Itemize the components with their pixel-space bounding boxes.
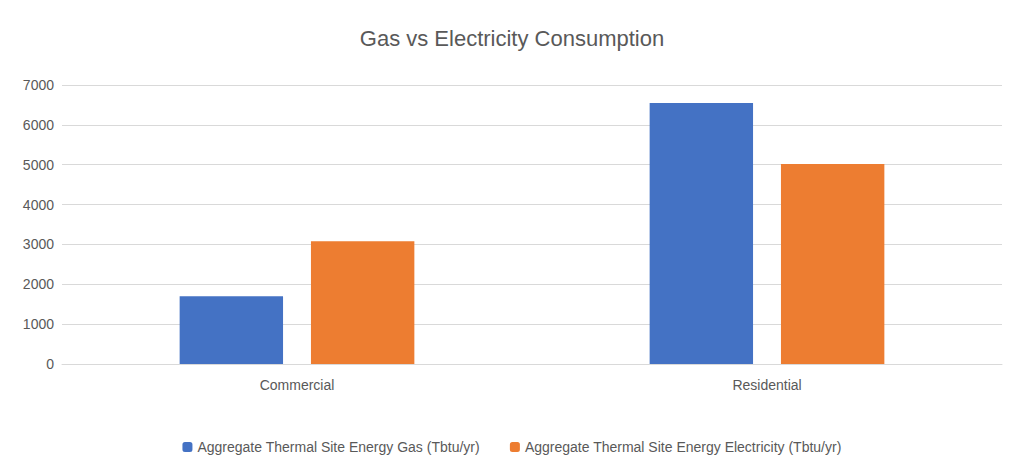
svg-text:5000: 5000 — [23, 157, 54, 173]
svg-text:2000: 2000 — [23, 276, 54, 292]
svg-text:Aggregate Thermal Site Energy: Aggregate Thermal Site Energy Gas (Tbtu/… — [197, 439, 479, 455]
svg-text:Gas vs Electricity Consumption: Gas vs Electricity Consumption — [360, 26, 664, 51]
svg-text:1000: 1000 — [23, 316, 54, 332]
svg-text:6000: 6000 — [23, 117, 54, 133]
svg-text:0: 0 — [46, 356, 54, 372]
svg-text:7000: 7000 — [23, 77, 54, 93]
svg-text:Commercial: Commercial — [260, 377, 335, 393]
svg-text:Residential: Residential — [732, 377, 801, 393]
svg-text:4000: 4000 — [23, 197, 54, 213]
svg-text:3000: 3000 — [23, 236, 54, 252]
svg-text:Aggregate Thermal Site Energy: Aggregate Thermal Site Energy Electricit… — [525, 439, 841, 455]
